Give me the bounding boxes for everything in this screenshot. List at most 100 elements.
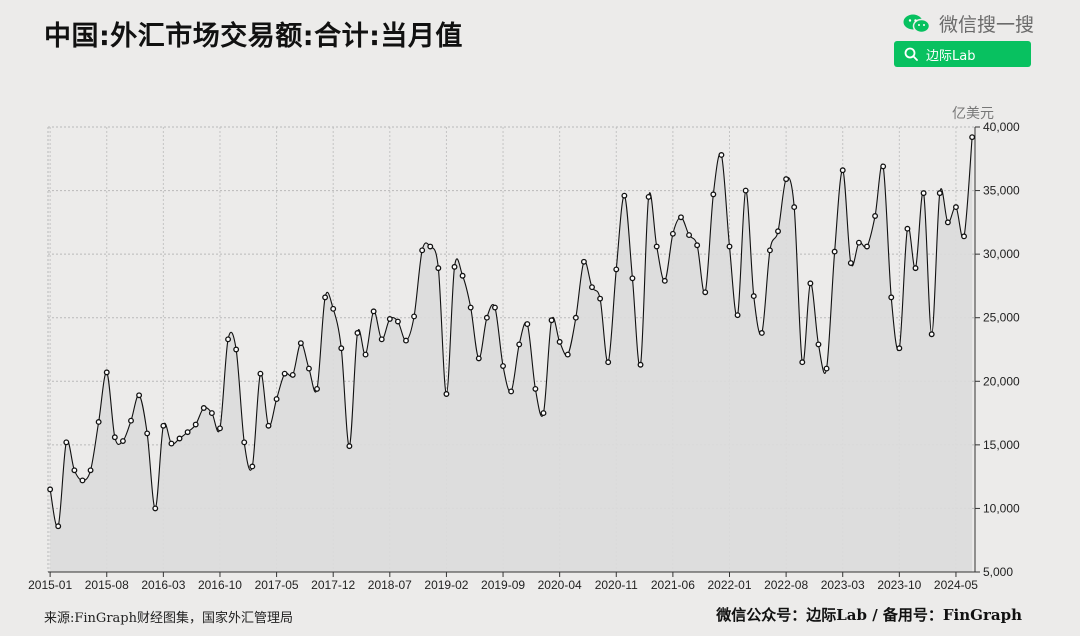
data-point	[257, 370, 264, 377]
y-tick-label: 40,000	[983, 120, 1020, 134]
data-point	[394, 318, 401, 325]
data-point	[435, 265, 442, 272]
wechat-account-note: 微信公众号：边际Lab / 备用号：FinGraph	[716, 606, 1022, 624]
data-point	[702, 289, 709, 296]
data-point	[483, 314, 490, 321]
data-point	[710, 191, 717, 198]
y-axis-unit: 亿美元	[952, 106, 994, 122]
data-point	[750, 293, 757, 300]
x-tick-label: 2015-08	[85, 578, 129, 592]
data-point	[192, 421, 199, 428]
data-point	[799, 359, 806, 366]
data-point	[144, 430, 151, 437]
data-point	[928, 331, 935, 338]
data-point	[305, 365, 312, 372]
x-tick-label: 2020-11	[595, 578, 638, 592]
x-tick-label: 2017-12	[311, 578, 355, 592]
x-tick-label: 2016-10	[198, 578, 242, 592]
data-point	[475, 355, 482, 362]
data-point	[936, 190, 943, 197]
data-point	[605, 359, 612, 366]
data-point	[613, 266, 620, 273]
data-point	[637, 361, 644, 368]
data-point	[556, 338, 563, 345]
data-point	[564, 351, 571, 358]
x-tick-label: 2018-07	[368, 578, 412, 592]
y-tick-label: 10,000	[983, 501, 1020, 515]
data-point	[524, 321, 531, 328]
x-tick-label: 2024-05	[934, 578, 978, 592]
data-point	[791, 204, 798, 211]
data-point	[864, 243, 870, 250]
data-point	[233, 346, 240, 353]
search-icon	[904, 47, 918, 61]
x-tick-label: 2015-01	[28, 578, 72, 592]
data-point	[467, 304, 474, 311]
data-point	[273, 396, 280, 403]
data-point	[338, 345, 345, 352]
source-note: 来源:FinGraph财经图集，国家外汇管理局	[44, 611, 293, 626]
data-point	[969, 134, 976, 141]
data-point	[653, 243, 660, 250]
data-point	[217, 425, 223, 432]
x-tick-label: 2020-04	[538, 578, 582, 592]
data-point	[880, 163, 887, 170]
data-point	[645, 193, 652, 200]
data-point	[297, 340, 304, 347]
data-point	[718, 152, 725, 158]
data-point	[459, 272, 466, 279]
data-point	[63, 439, 70, 446]
data-point	[904, 225, 911, 232]
wechat-search-brand: 微信搜一搜	[903, 10, 1034, 37]
data-point	[176, 435, 183, 442]
data-point	[831, 248, 838, 255]
data-point	[281, 370, 288, 377]
search-button-label: 边际Lab	[926, 48, 976, 64]
x-tick-label: 2019-02	[424, 578, 468, 592]
data-point	[540, 410, 547, 417]
data-point	[912, 265, 919, 272]
data-point	[378, 336, 385, 343]
data-point	[136, 392, 143, 399]
data-point	[411, 313, 418, 320]
data-point	[249, 463, 256, 470]
data-point	[872, 213, 879, 219]
data-point	[815, 341, 822, 348]
x-tick-label: 2023-03	[821, 578, 865, 592]
data-point	[855, 239, 862, 246]
data-point	[492, 304, 498, 311]
y-tick-label: 35,000	[983, 184, 1020, 198]
data-point	[160, 422, 167, 429]
x-tick-label: 2022-08	[764, 578, 808, 592]
data-point	[289, 371, 296, 378]
data-point	[847, 260, 854, 266]
data-point	[362, 351, 369, 358]
y-tick-label: 30,000	[983, 247, 1020, 261]
data-point	[265, 422, 272, 429]
data-point	[572, 314, 579, 321]
series-area	[50, 137, 973, 572]
data-point	[184, 429, 191, 436]
data-point	[920, 190, 927, 197]
data-point	[354, 330, 361, 336]
y-tick-label: 20,000	[983, 374, 1020, 388]
data-point	[208, 410, 215, 417]
x-tick-label: 2016-03	[141, 578, 185, 592]
search-button[interactable]: 边际Lab	[894, 41, 1031, 67]
data-point	[888, 294, 895, 301]
data-point	[346, 443, 353, 450]
data-point	[597, 295, 604, 302]
x-tick-label: 2021-06	[651, 578, 695, 592]
y-tick-label: 5,000	[983, 565, 1013, 579]
data-point	[71, 467, 78, 474]
data-point	[783, 176, 790, 183]
data-point	[548, 317, 555, 324]
x-tick-label: 2022-01	[707, 578, 751, 592]
x-tick-label: 2023-10	[877, 578, 921, 592]
data-point	[686, 232, 693, 239]
data-point	[128, 417, 134, 424]
data-point	[758, 330, 765, 336]
data-point	[419, 247, 426, 254]
data-point	[403, 337, 409, 344]
data-point	[726, 243, 733, 250]
